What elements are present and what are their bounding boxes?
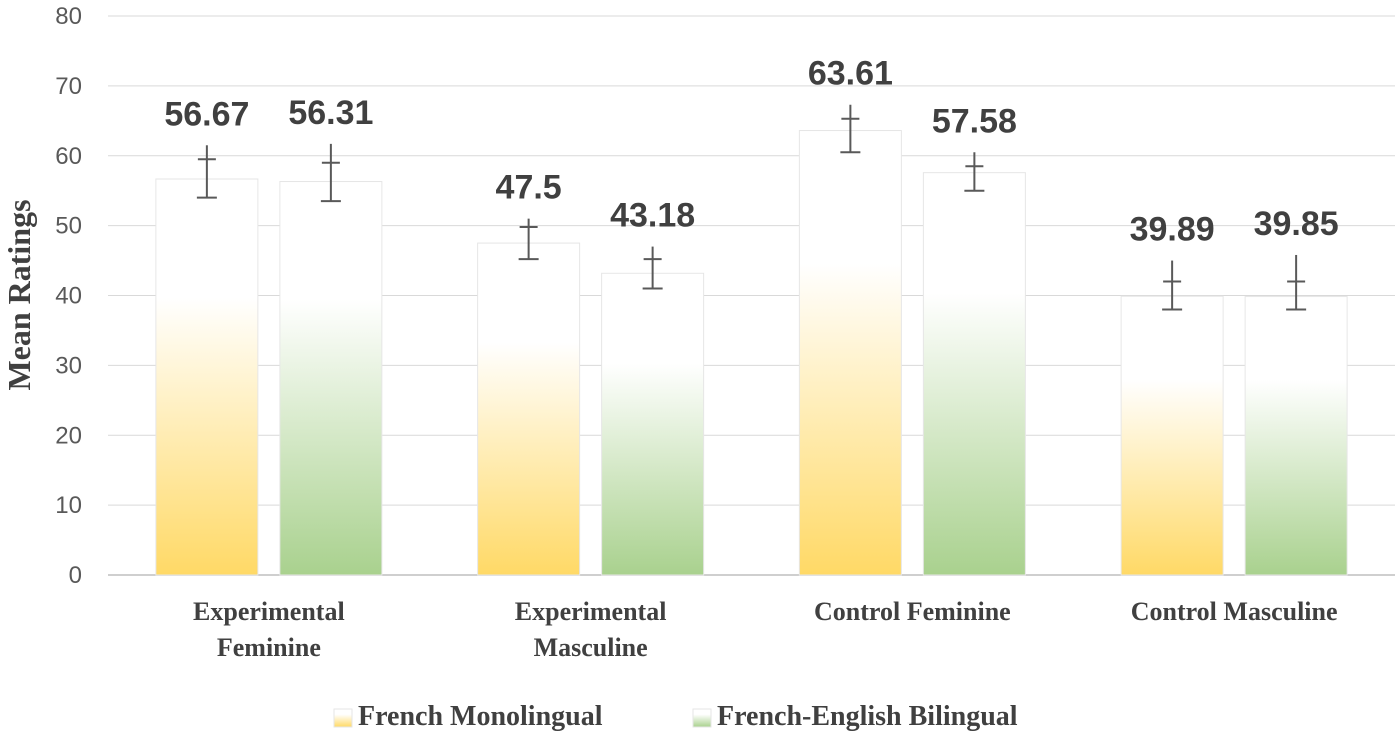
x-axis-categories: Experimental Feminine Experimental Masculin…: [193, 597, 1337, 662]
error-bar: [518, 218, 539, 261]
data-label: 56.67: [164, 95, 249, 133]
category-label: Masculine: [534, 633, 648, 662]
error-bar: [964, 152, 985, 192]
bar: [477, 242, 581, 576]
y-tick-label: 50: [55, 213, 82, 240]
error-bars: [196, 104, 1307, 311]
bar: [155, 178, 259, 576]
legend-item: French Monolingual: [333, 701, 603, 732]
bar: [601, 272, 705, 576]
y-tick-label: 0: [69, 562, 82, 589]
y-tick-label: 40: [55, 283, 82, 310]
y-axis-title: Mean Ratings: [1, 199, 37, 390]
legend-swatch: [692, 708, 712, 728]
legend-swatch: [333, 708, 353, 728]
data-label: 39.89: [1130, 211, 1215, 249]
legend-item: French-English Bilingual: [692, 701, 1018, 732]
y-tick-label: 10: [55, 492, 82, 519]
data-label: 43.18: [610, 197, 695, 235]
data-label: 47.5: [496, 169, 562, 207]
error-bar: [1286, 254, 1307, 311]
data-label: 63.61: [808, 55, 893, 93]
data-labels: 56.67 56.31 47.5 43.18 63.61 57.58 39.89 39.85: [164, 55, 1338, 249]
category-label: Control Masculine: [1131, 597, 1338, 626]
category-label: Feminine: [217, 633, 321, 662]
bar: [279, 181, 383, 576]
error-bar: [840, 104, 861, 154]
error-bar: [196, 145, 217, 199]
category-label: Control Feminine: [814, 597, 1011, 626]
data-label: 56.31: [288, 94, 373, 132]
error-bar: [1162, 260, 1183, 311]
error-bar: [642, 246, 663, 290]
bar: [922, 172, 1026, 576]
data-label: 39.85: [1254, 205, 1339, 243]
bar: [1244, 296, 1348, 576]
category-label: Experimental: [515, 597, 667, 626]
y-tick-label: 60: [55, 143, 82, 170]
bars: [155, 130, 1348, 576]
bar: [798, 130, 902, 576]
y-tick-label: 70: [55, 73, 82, 100]
error-bar: [320, 143, 341, 203]
y-tick-label: 30: [55, 352, 82, 379]
y-tick-label: 80: [55, 3, 82, 30]
y-axis-ticks: 0 10 20 30 40 50 60 70 80: [55, 3, 82, 589]
category-label: Experimental: [193, 597, 345, 626]
y-tick-label: 20: [55, 422, 82, 449]
legend-label: French Monolingual: [358, 701, 603, 732]
bar: [1120, 295, 1224, 576]
data-label: 57.58: [932, 102, 1017, 140]
legend: French Monolingual French-English Bilingu…: [333, 701, 1018, 732]
legend-label: French-English Bilingual: [717, 701, 1018, 732]
